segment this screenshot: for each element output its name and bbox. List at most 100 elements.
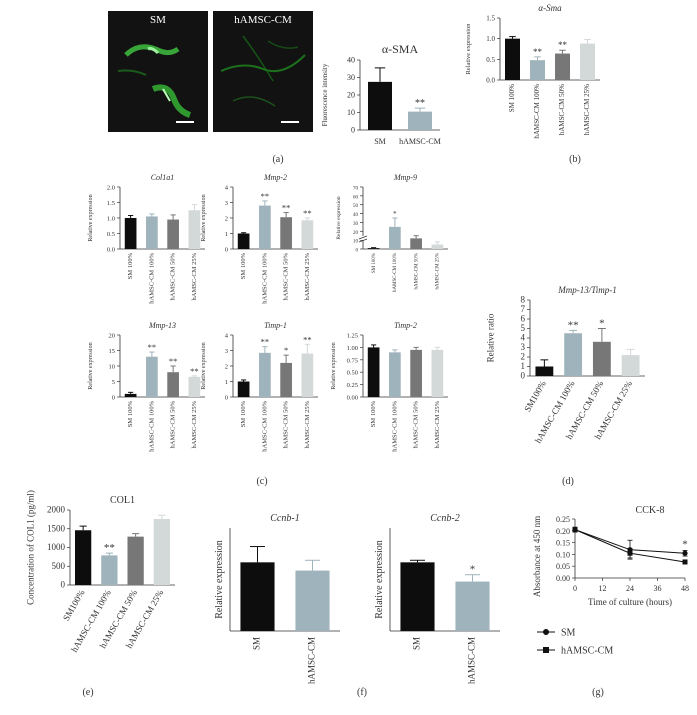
chart-c4: Mmp-13 0 5 10 15 20 Relative expression SM 100%… <box>88 321 205 452</box>
y-tick-label: 1.00 <box>347 345 358 352</box>
chart-g: CCK-8 0.00 0.05 0.10 0.15 0.20 0.25 0 12 24 36 48 Ti… <box>532 505 689 657</box>
y-tick-label: 0 <box>225 395 228 402</box>
y-axis-label: Relative expression <box>465 23 472 75</box>
y-tick-label: 1 <box>521 361 526 371</box>
legend-label: hAMSC-CM <box>561 646 613 657</box>
chart-title: Mmp-13 <box>148 321 176 330</box>
significance-mark: ** <box>303 334 312 344</box>
significance-mark: * <box>599 318 605 330</box>
y-tick-label: 1000 <box>47 542 66 552</box>
bar-3 <box>410 349 422 397</box>
y-tick-label: 0 <box>351 126 355 135</box>
y-tick-label: 2 <box>521 352 526 362</box>
x-axis-label: Time of culture (hours) <box>588 597 672 607</box>
y-tick-label: 70 <box>353 187 359 192</box>
y-tick-label: 0 <box>61 580 66 590</box>
y-tick-label: 500 <box>52 561 66 571</box>
y-tick-label: 1.0 <box>486 35 495 43</box>
x-tick-label: SM 100% <box>127 400 134 427</box>
x-tick-label: hAMSC-CM 100% <box>391 400 398 451</box>
chart-title: Mmp-13/Timp-1 <box>557 285 617 295</box>
x-tick-label: SM 100% <box>240 252 247 279</box>
axis-break-mark <box>358 238 368 243</box>
bar-3 <box>280 362 292 397</box>
chart-a: α-SMA 0 10 20 30 40 Fluorescence intensity SM **… <box>321 42 441 146</box>
bar-1 <box>237 233 250 249</box>
significance-mark: ** <box>261 191 270 201</box>
x-tick-label: hAMSC-CM 25% <box>434 400 441 448</box>
bar-1 <box>535 366 554 376</box>
panel-label: (b) <box>569 154 581 165</box>
y-tick-label: 20 <box>347 91 355 100</box>
x-tick-label: 12 <box>599 584 607 593</box>
y-tick-label: 30 <box>347 73 355 82</box>
scale-bar <box>176 121 194 123</box>
y-axis-label: Relative expression <box>331 342 337 389</box>
x-tick-label: 24 <box>626 584 634 593</box>
bar-2 <box>389 226 401 249</box>
y-tick-label: 10 <box>353 240 359 245</box>
significance-mark: * <box>393 210 397 218</box>
y-axis-label: Concentration of COL1 (pg/ml) <box>25 490 35 605</box>
significance-mark: ** <box>558 40 568 50</box>
significance-mark: ** <box>104 542 115 554</box>
bar-1 <box>400 562 435 631</box>
x-tick-label: SM 100% <box>372 253 377 273</box>
x-tick-label: hAMSC-CM 100% <box>533 84 541 139</box>
bar-1 <box>124 218 137 249</box>
panel-label: (a) <box>272 154 283 165</box>
bar-3 <box>555 53 570 80</box>
y-tick-label: 20 <box>353 231 359 236</box>
y-tick-label: 0.25 <box>347 382 358 389</box>
y-tick-label: 0.00 <box>347 395 358 402</box>
bar-1 <box>368 81 392 130</box>
bar-3 <box>167 219 179 249</box>
data-point <box>627 550 633 556</box>
x-tick-label: hAMSC-CM 25% <box>304 252 311 300</box>
x-tick-label: SM 100% <box>240 400 247 427</box>
micrograph-sm: SM <box>108 11 208 132</box>
x-tick-label: hAMSC-CM 100% <box>261 252 268 303</box>
x-tick-label: SM100% <box>61 588 87 623</box>
chart-title: α-Sma <box>538 3 562 13</box>
x-tick-label: hAMSC-CM 50% <box>170 400 177 448</box>
y-tick-label: 0.5 <box>107 231 115 238</box>
bar-1 <box>505 38 520 80</box>
y-tick-label: 1 <box>225 379 228 386</box>
y-axis-label: Relative expression <box>214 540 225 619</box>
bar-4 <box>188 210 201 249</box>
x-tick-label: hAMSC-CM 100% <box>261 400 268 451</box>
bar-4 <box>301 220 314 249</box>
x-tick-label: hAMSC-CM 50% <box>558 84 566 135</box>
x-tick-label: hAMSC-CM 50% <box>413 400 420 448</box>
significance-mark: ** <box>533 47 543 57</box>
y-axis-label: Relative expression <box>374 540 385 619</box>
x-tick-label: hAMSC-CM 50% <box>414 253 419 290</box>
chart-title: COL1 <box>110 495 135 506</box>
y-tick-label: 1500 <box>47 523 66 533</box>
bar-2 <box>389 352 401 397</box>
y-tick-label: 0.5 <box>486 56 495 64</box>
y-tick-label: 0 <box>521 371 526 381</box>
y-tick-label: 4 <box>521 333 526 343</box>
y-tick-label: 10 <box>347 108 355 117</box>
bar-3 <box>592 341 611 376</box>
x-tick-label: 36 <box>654 584 662 593</box>
bar-4 <box>621 355 640 376</box>
significance-mark: ** <box>261 337 270 347</box>
y-tick-label: 0.25 <box>556 515 570 524</box>
bar-2 <box>408 111 432 130</box>
x-tick-label: hAMSC-CM <box>307 637 317 684</box>
y-tick-label: 50 <box>353 204 359 209</box>
y-tick-label: 6 <box>521 314 526 324</box>
y-tick-label: 1 <box>225 231 228 238</box>
bar-1 <box>367 347 380 397</box>
bar-1 <box>124 393 137 397</box>
data-point <box>572 527 578 533</box>
x-tick-label: SM100% <box>522 379 548 414</box>
chart-c2: Mmp-2 0 1 2 3 4 Relative expression SM 100% ** hA… <box>201 173 318 304</box>
x-tick-label: hAMSC-CM 100% <box>148 400 155 451</box>
y-tick-label: 5 <box>521 323 526 333</box>
y-tick-label: 8 <box>521 295 526 305</box>
